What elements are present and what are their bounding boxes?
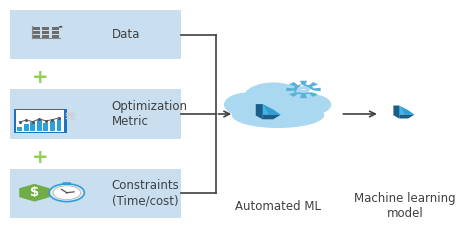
Text: +: +	[32, 148, 48, 167]
FancyBboxPatch shape	[52, 35, 59, 38]
FancyBboxPatch shape	[50, 121, 55, 131]
Polygon shape	[256, 104, 269, 115]
Polygon shape	[19, 184, 50, 202]
Polygon shape	[399, 115, 415, 118]
Polygon shape	[399, 106, 415, 115]
FancyBboxPatch shape	[10, 10, 181, 59]
Polygon shape	[263, 104, 280, 115]
FancyBboxPatch shape	[10, 169, 181, 218]
Ellipse shape	[232, 102, 324, 128]
FancyBboxPatch shape	[17, 127, 22, 131]
FancyBboxPatch shape	[32, 35, 40, 38]
Circle shape	[297, 86, 310, 93]
FancyBboxPatch shape	[52, 31, 59, 34]
FancyBboxPatch shape	[14, 109, 67, 133]
FancyBboxPatch shape	[32, 27, 40, 30]
FancyBboxPatch shape	[42, 31, 49, 34]
FancyBboxPatch shape	[52, 27, 59, 30]
FancyBboxPatch shape	[37, 120, 42, 131]
FancyBboxPatch shape	[57, 119, 61, 131]
Polygon shape	[393, 106, 404, 115]
Text: Data: Data	[112, 28, 140, 41]
FancyBboxPatch shape	[10, 90, 181, 138]
FancyBboxPatch shape	[63, 182, 71, 185]
FancyBboxPatch shape	[42, 27, 49, 30]
Circle shape	[243, 82, 303, 113]
Polygon shape	[286, 81, 321, 98]
Text: +: +	[32, 68, 48, 87]
FancyBboxPatch shape	[16, 110, 64, 132]
Circle shape	[49, 184, 84, 202]
Text: Automated ML: Automated ML	[235, 200, 321, 213]
Circle shape	[59, 26, 62, 28]
FancyBboxPatch shape	[42, 35, 49, 38]
Circle shape	[53, 186, 81, 200]
FancyBboxPatch shape	[44, 123, 48, 131]
Polygon shape	[263, 115, 280, 119]
Polygon shape	[256, 104, 263, 119]
Text: Constraints
(Time/cost): Constraints (Time/cost)	[112, 180, 179, 208]
FancyBboxPatch shape	[24, 124, 29, 131]
Text: $: $	[30, 186, 39, 199]
Circle shape	[224, 93, 272, 117]
Circle shape	[289, 94, 331, 115]
FancyBboxPatch shape	[32, 31, 40, 34]
Polygon shape	[300, 86, 307, 93]
Text: Machine learning
model: Machine learning model	[355, 192, 456, 220]
Text: Optimization
Metric: Optimization Metric	[112, 100, 188, 128]
Polygon shape	[393, 106, 399, 118]
FancyBboxPatch shape	[30, 122, 35, 131]
Circle shape	[65, 192, 68, 193]
